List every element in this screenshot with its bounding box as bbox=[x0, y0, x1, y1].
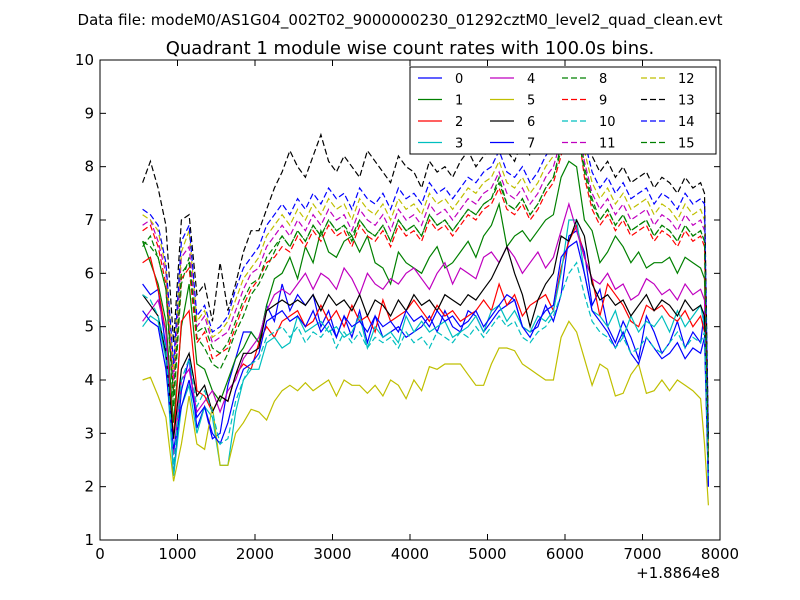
legend-label-13: 13 bbox=[678, 94, 695, 109]
plot-frame bbox=[99, 59, 721, 541]
legend-label-8: 8 bbox=[599, 72, 607, 87]
legend-label-14: 14 bbox=[678, 115, 695, 130]
y-tick-label: 1 bbox=[84, 531, 94, 549]
series-line-10 bbox=[142, 261, 709, 477]
legend-label-6: 6 bbox=[527, 115, 535, 130]
x-offset-label: +1.8864e8 bbox=[636, 564, 720, 582]
legend-label-9: 9 bbox=[599, 94, 607, 109]
x-tick-label: 1000 bbox=[158, 545, 196, 563]
series-line-6 bbox=[142, 218, 709, 471]
y-tick-label: 4 bbox=[84, 371, 94, 389]
series-layer bbox=[142, 75, 709, 506]
y-tick-label: 9 bbox=[84, 104, 94, 122]
x-tick-label: 7000 bbox=[623, 545, 661, 563]
x-tick-label: 6000 bbox=[546, 545, 584, 563]
x-tick-label: 5000 bbox=[468, 545, 506, 563]
legend-label-2: 2 bbox=[455, 115, 463, 130]
legend-label-5: 5 bbox=[527, 94, 535, 109]
legend-label-12: 12 bbox=[678, 72, 695, 87]
series-line-15 bbox=[142, 111, 709, 461]
x-tick-label: 8000 bbox=[701, 545, 739, 563]
x-tick-label: 0 bbox=[95, 545, 105, 563]
y-tick-label: 3 bbox=[84, 424, 94, 442]
axes-layer: 0 1000 2000 3000 4000 5000 6000 7000 80001234567… bbox=[75, 51, 739, 563]
chart-title: Quadrant 1 module wise count rates with … bbox=[166, 38, 655, 59]
legend-label-7: 7 bbox=[527, 137, 535, 152]
y-tick-label: 10 bbox=[75, 51, 94, 69]
series-line-9 bbox=[142, 106, 709, 461]
y-tick-label: 5 bbox=[84, 318, 94, 336]
legend-label-3: 3 bbox=[455, 137, 463, 152]
series-line-4 bbox=[142, 201, 709, 471]
legend-label-11: 11 bbox=[599, 137, 616, 152]
series-line-11 bbox=[142, 95, 709, 450]
suptitle: Data file: modeM0/AS1G04_002T02_90000002… bbox=[78, 11, 723, 30]
legend-label-1: 1 bbox=[455, 94, 463, 109]
series-line-12 bbox=[142, 84, 709, 445]
legend-label-4: 4 bbox=[527, 72, 535, 87]
y-tick-label: 8 bbox=[84, 158, 94, 176]
x-tick-label: 3000 bbox=[313, 545, 351, 563]
legend-label-15: 15 bbox=[678, 137, 695, 152]
series-line-7 bbox=[142, 240, 709, 487]
series-line-3 bbox=[142, 219, 709, 482]
x-tick-label: 2000 bbox=[236, 545, 274, 563]
legend-label-0: 0 bbox=[455, 72, 463, 87]
y-tick-label: 2 bbox=[84, 478, 94, 496]
legend-label-10: 10 bbox=[599, 115, 616, 130]
series-line-13 bbox=[142, 80, 709, 439]
legend-frame bbox=[409, 66, 717, 155]
series-line-1 bbox=[142, 160, 709, 466]
y-tick-label: 6 bbox=[84, 264, 94, 282]
series-line-14 bbox=[142, 79, 709, 439]
x-tick-label: 4000 bbox=[391, 545, 429, 563]
series-line-5 bbox=[142, 320, 709, 506]
y-tick-label: 7 bbox=[84, 211, 94, 229]
